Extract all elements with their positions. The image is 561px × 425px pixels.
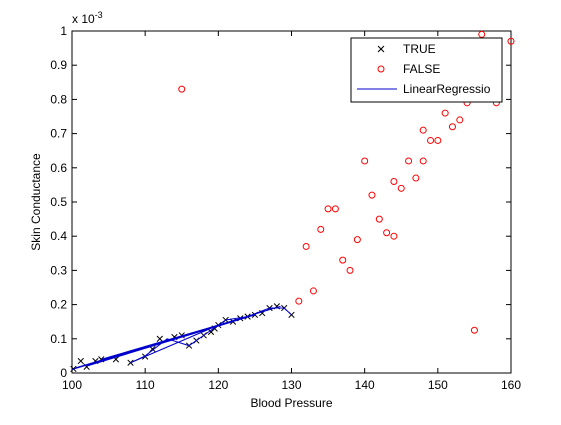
- false-point-marker: [302, 242, 310, 250]
- false-point-marker: [390, 232, 398, 240]
- y-tick-label: 0: [60, 366, 67, 380]
- x-tick-label: 130: [281, 378, 301, 392]
- false-point-marker: [448, 123, 456, 131]
- false-point-marker: [324, 205, 332, 213]
- false-point-marker: [339, 256, 347, 264]
- false-point-marker: [375, 215, 383, 223]
- false-point-marker: [309, 287, 317, 295]
- legend-label: FALSE: [403, 62, 440, 76]
- false-point-marker: [405, 157, 413, 165]
- y-tick-label: 0.6: [50, 161, 67, 175]
- legend-box: [350, 37, 503, 103]
- false-point-marker: [361, 157, 369, 165]
- false-point-marker: [412, 174, 420, 182]
- true-point-stroke: [77, 357, 84, 365]
- false-point-marker: [178, 85, 186, 93]
- y-tick-label: 0.2: [50, 298, 67, 312]
- false-point-marker: [397, 184, 405, 192]
- x-tick-label: 160: [501, 378, 521, 392]
- x-tick-label: 150: [428, 378, 448, 392]
- false-point-marker: [317, 225, 325, 233]
- x-axis-label: Blood Pressure: [250, 396, 332, 410]
- false-point-marker: [331, 205, 339, 213]
- false-point-marker: [346, 266, 354, 274]
- y-tick-label: 0.7: [50, 127, 67, 141]
- false-point-marker: [368, 191, 376, 199]
- y-tick-label: 0.4: [50, 229, 67, 243]
- regression-line: [71, 305, 292, 371]
- y-tick-label: 0.5: [50, 195, 67, 209]
- y-axis-label: Skin Conductance: [29, 153, 43, 251]
- y-exponent-label: x 10-3: [72, 10, 103, 26]
- false-point-marker: [419, 126, 427, 134]
- false-point-marker: [507, 37, 515, 45]
- y-exponent-power: -3: [95, 10, 103, 20]
- false-point-marker: [434, 136, 442, 144]
- legend-label: LinearRegressio: [403, 82, 491, 96]
- false-point-marker: [295, 297, 303, 305]
- false-point-marker: [478, 30, 486, 38]
- false-point-marker: [427, 136, 435, 144]
- legend-marker-true: [377, 45, 385, 53]
- y-tick-label: 0.3: [50, 263, 67, 277]
- false-point-marker: [441, 109, 449, 117]
- true-point-stroke: [156, 335, 163, 342]
- x-tick-label: 100: [62, 378, 82, 392]
- true-point-marker: [77, 357, 84, 365]
- false-point-marker: [383, 229, 391, 237]
- y-tick-label: 0.9: [50, 58, 67, 72]
- false-point-marker: [470, 326, 478, 334]
- y-tick-label: 1: [60, 24, 67, 38]
- legend-marker-false: [377, 65, 385, 73]
- legend-marker-stroke: [377, 45, 385, 53]
- false-point-marker: [390, 177, 398, 185]
- x-tick-label: 120: [208, 378, 228, 392]
- x-tick-label: 140: [355, 378, 375, 392]
- true-point-stroke: [149, 345, 156, 353]
- x-tick-label: 110: [136, 378, 155, 392]
- y-tick-label: 0.8: [50, 92, 67, 106]
- false-point-marker: [419, 157, 427, 165]
- true-point-stroke: [112, 356, 120, 363]
- false-point-marker: [353, 236, 361, 244]
- y-tick-label: 0.1: [50, 332, 67, 346]
- true-point-marker: [156, 335, 163, 342]
- legend-label: TRUE: [403, 42, 436, 56]
- false-point-marker: [456, 116, 464, 124]
